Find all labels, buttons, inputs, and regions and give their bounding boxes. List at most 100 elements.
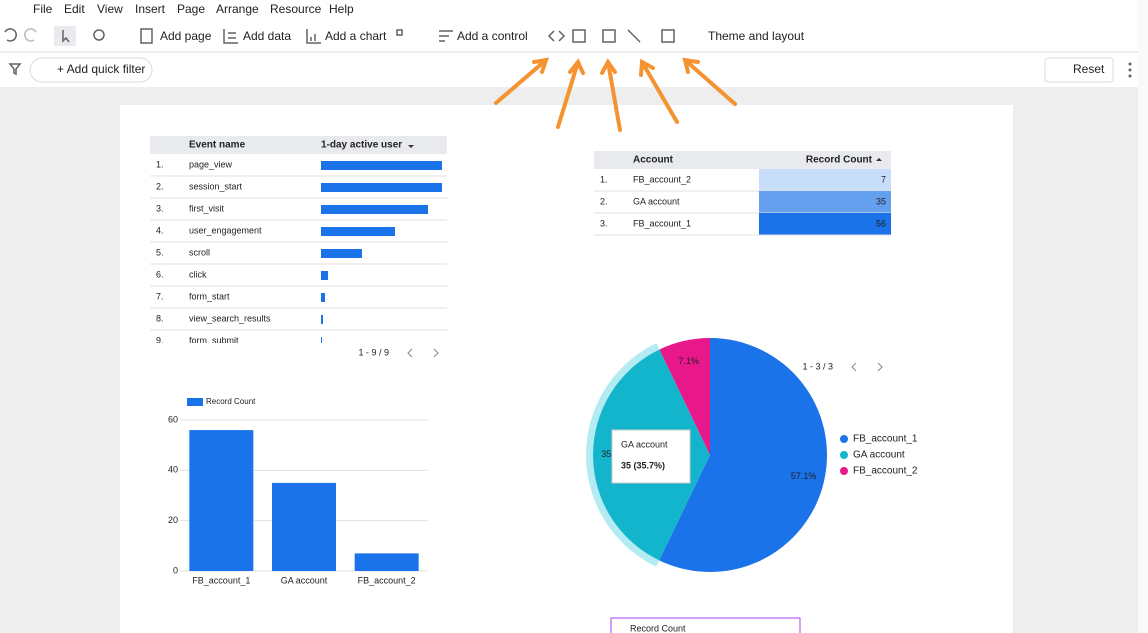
image-icon[interactable] xyxy=(572,29,586,43)
toolbar-icons xyxy=(4,26,675,76)
bar xyxy=(354,553,419,571)
event-name: form_start xyxy=(189,291,230,301)
record-count: 56 xyxy=(876,218,886,228)
add-data-icon[interactable] xyxy=(223,29,238,44)
selected-chart[interactable] xyxy=(610,617,801,633)
quick-filter[interactable]: + Add quick filter xyxy=(57,62,145,76)
tooltip-title: GA account xyxy=(621,439,668,449)
account-name: GA account xyxy=(633,196,680,206)
embed-icon[interactable] xyxy=(547,30,566,42)
hover-ring xyxy=(586,343,660,567)
event-name: view_search_results xyxy=(189,313,271,323)
x-tick-label: FB_account_2 xyxy=(358,575,416,585)
add-chart-icon[interactable] xyxy=(306,29,321,44)
community-icon[interactable] xyxy=(396,29,403,36)
account-name: FB_account_1 xyxy=(633,218,691,228)
x-tick-label: GA account xyxy=(281,575,328,585)
event-name: user_engagement xyxy=(189,225,262,235)
pie-slice[interactable] xyxy=(659,338,710,455)
event-name: page_view xyxy=(189,159,233,169)
y-tick-label: 60 xyxy=(168,414,178,424)
add-page-icon[interactable] xyxy=(140,28,153,44)
toolbar-button[interactable]: Add a control xyxy=(457,29,528,43)
bar xyxy=(321,183,442,192)
shape-icon[interactable] xyxy=(661,29,675,43)
pie-slice[interactable] xyxy=(659,338,828,572)
legend-label: FB_account_1 xyxy=(853,434,918,445)
bar xyxy=(321,161,442,170)
bar xyxy=(321,315,323,324)
text-icon[interactable] xyxy=(602,29,616,43)
column-header: Event name xyxy=(189,140,246,151)
event-name: form_submit xyxy=(189,335,239,345)
y-tick-label: 40 xyxy=(168,465,178,475)
toolbar-button[interactable]: Add data xyxy=(243,29,291,43)
undo[interactable] xyxy=(4,28,17,42)
menu-item[interactable]: Page xyxy=(177,2,205,16)
row-rank: 6. xyxy=(156,269,164,279)
more-menu[interactable] xyxy=(1128,62,1132,78)
column-header: Account xyxy=(633,155,674,166)
menu-item[interactable]: Arrange xyxy=(216,2,259,16)
pagination: 1 - 9 / 9 xyxy=(358,347,389,357)
redo[interactable] xyxy=(24,28,37,42)
column-header[interactable]: Record Count xyxy=(806,155,873,166)
chart-title: Record Count xyxy=(630,623,686,633)
event-table-header xyxy=(150,136,447,154)
account-table-header xyxy=(594,151,891,169)
bar xyxy=(272,482,336,571)
event-name: first_visit xyxy=(189,203,225,213)
row-rank: 1. xyxy=(600,174,608,184)
tooltip-text: 35 (35.7%) xyxy=(621,460,665,470)
page-arrows[interactable] xyxy=(407,348,883,372)
bar xyxy=(321,249,362,258)
account-name: FB_account_2 xyxy=(633,174,691,184)
row-rank: 5. xyxy=(156,247,164,257)
control-icon[interactable] xyxy=(439,30,453,42)
menu-item[interactable]: Edit xyxy=(64,2,85,16)
toolbar-button[interactable]: Add page xyxy=(160,29,212,43)
event-name: click xyxy=(189,269,207,279)
menu-item[interactable]: Help xyxy=(329,2,354,16)
bar xyxy=(321,293,325,302)
legend-swatch xyxy=(187,398,203,406)
filter-icon[interactable] xyxy=(8,63,22,76)
record-count: 7 xyxy=(881,174,886,184)
row-rank: 8. xyxy=(156,313,164,323)
row-rank: 3. xyxy=(156,203,164,213)
x-tick-label: FB_account_1 xyxy=(192,575,250,585)
row-rank: 1. xyxy=(156,159,164,169)
row-rank: 4. xyxy=(156,225,164,235)
legend-label: FB_account_2 xyxy=(853,466,918,477)
bar xyxy=(321,227,395,236)
legend-label: Record Count xyxy=(206,397,256,406)
zoom[interactable] xyxy=(93,29,105,41)
event-name: scroll xyxy=(189,247,210,257)
bar xyxy=(321,337,322,343)
y-tick-label: 0 xyxy=(173,565,178,575)
reset-button[interactable] xyxy=(1044,57,1114,83)
line-icon[interactable] xyxy=(627,29,641,43)
legend-dot xyxy=(840,435,848,443)
column-header[interactable]: 1-day active user xyxy=(321,140,402,151)
menu-item[interactable]: File xyxy=(33,2,53,16)
heat-cell xyxy=(759,213,891,235)
row-rank: 3. xyxy=(600,218,608,228)
heat-cell xyxy=(759,169,891,191)
row-rank: 2. xyxy=(600,196,608,206)
toolbar-button[interactable]: Add a chart xyxy=(325,29,387,43)
slice-label: 57.1% xyxy=(791,471,817,481)
reset[interactable]: Reset xyxy=(1073,62,1105,76)
bar xyxy=(321,205,428,214)
menu-item[interactable]: View xyxy=(97,2,123,16)
quick-filter-button[interactable] xyxy=(29,57,153,83)
record-count: 35 xyxy=(876,196,886,206)
side-rail xyxy=(1138,0,1148,633)
toolbar-button[interactable]: Theme and layout xyxy=(708,29,805,43)
select-tool[interactable] xyxy=(54,26,76,46)
menu-item[interactable]: Resource xyxy=(270,2,322,16)
legend-label: GA account xyxy=(853,450,905,461)
menu-item[interactable]: Insert xyxy=(135,2,166,16)
y-tick-label: 20 xyxy=(168,515,178,525)
slice-label: 7.1% xyxy=(678,356,699,366)
